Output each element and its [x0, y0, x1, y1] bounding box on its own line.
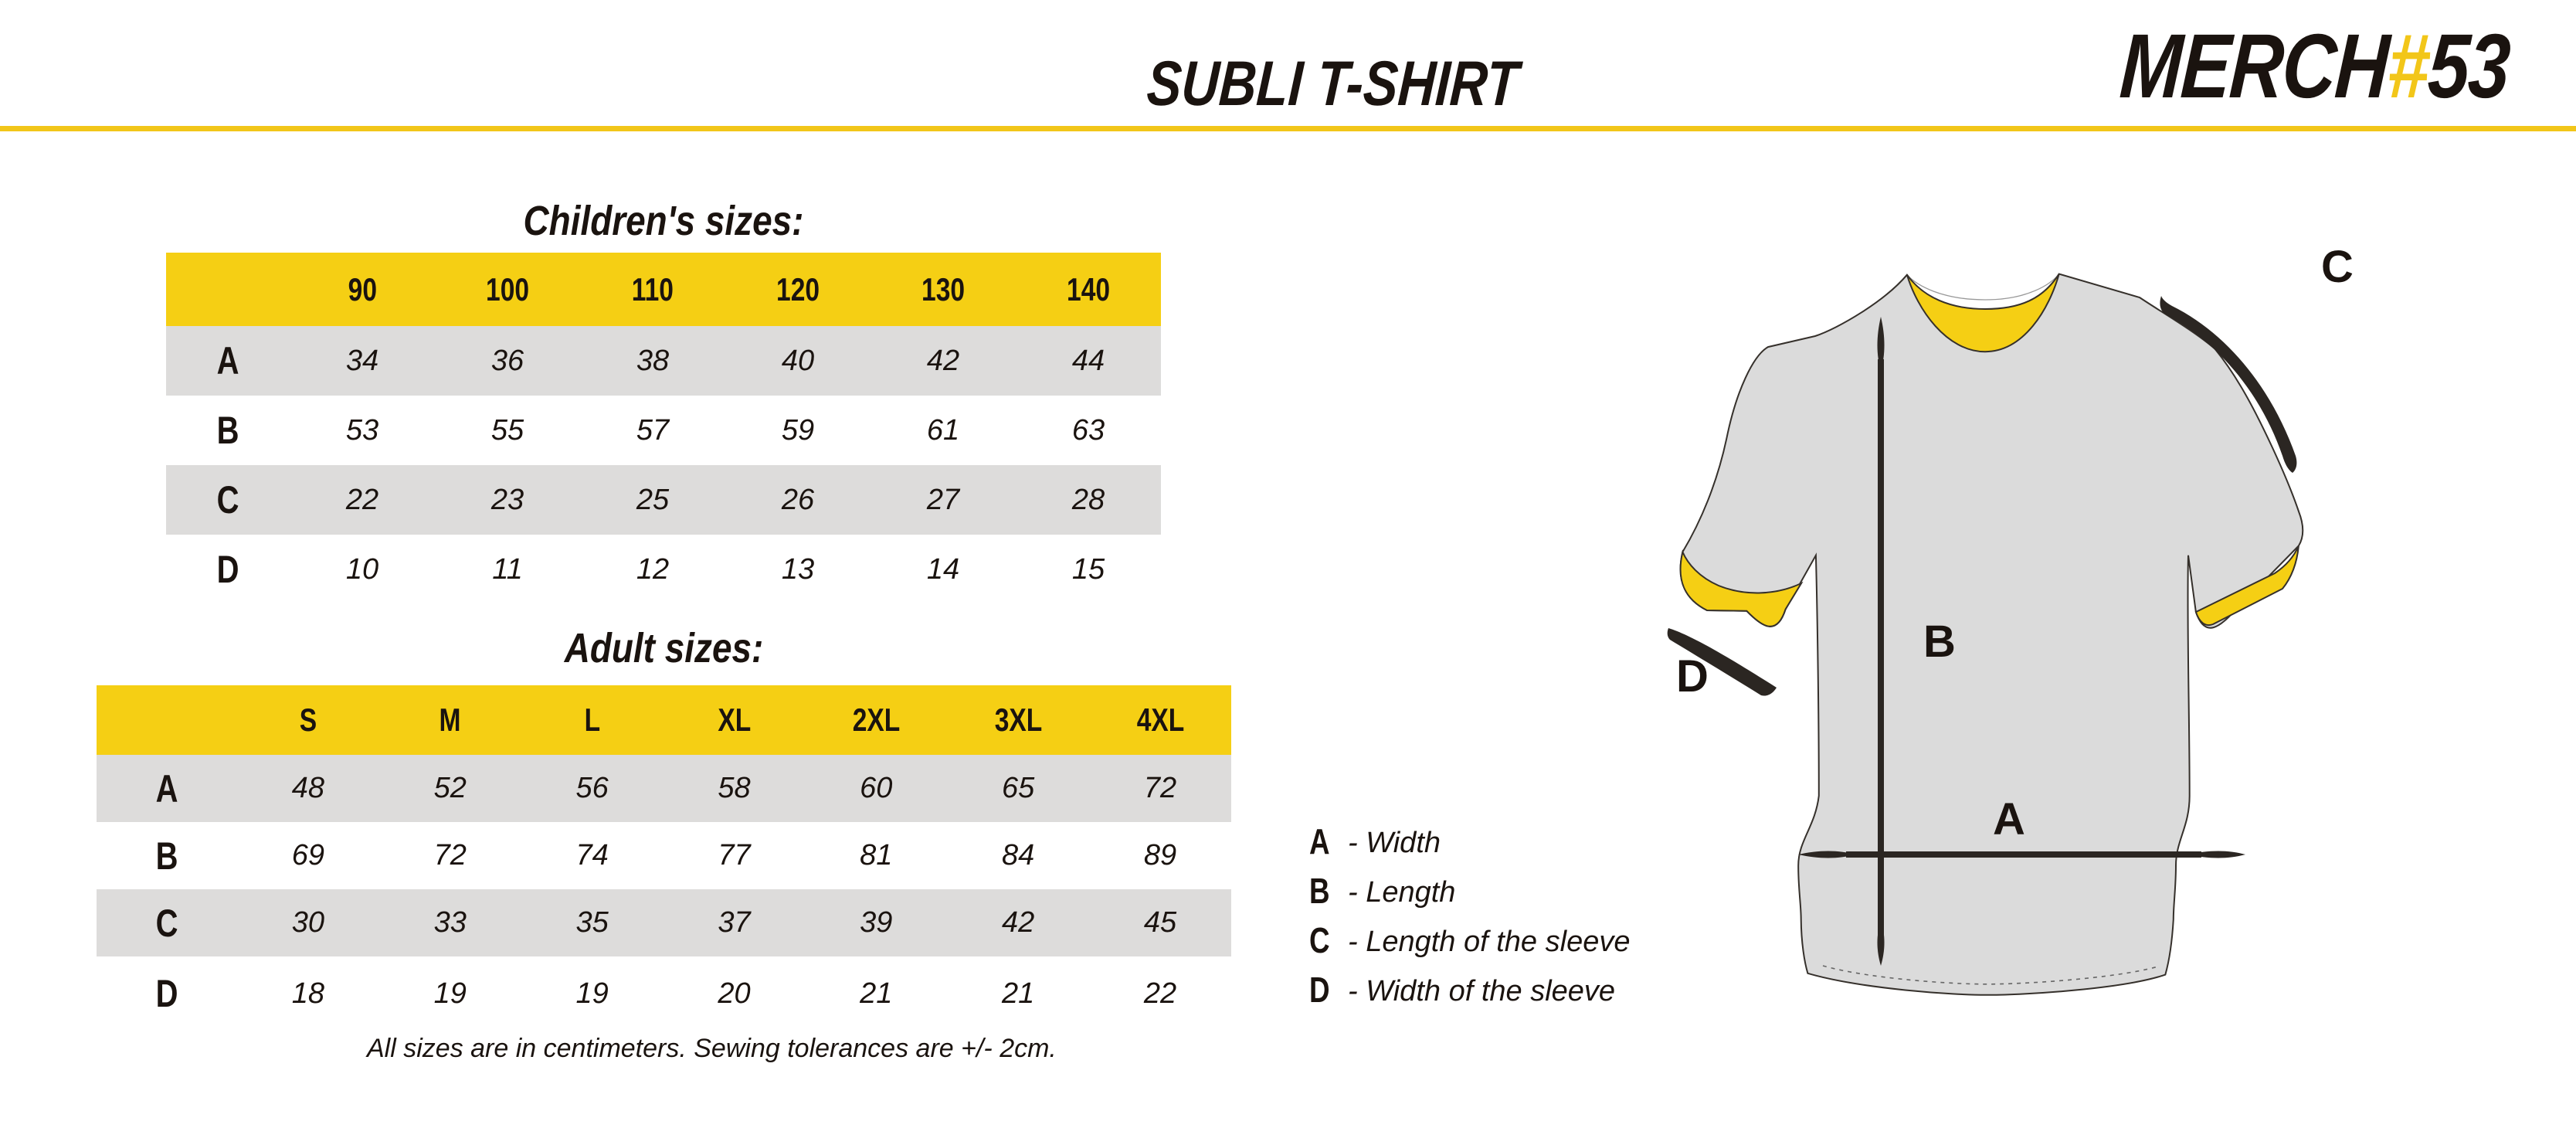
svg-text:B: B — [1923, 617, 1956, 667]
svg-text:C: C — [2321, 242, 2354, 292]
svg-text:A: A — [1993, 794, 2025, 844]
svg-text:D: D — [1676, 651, 1709, 702]
